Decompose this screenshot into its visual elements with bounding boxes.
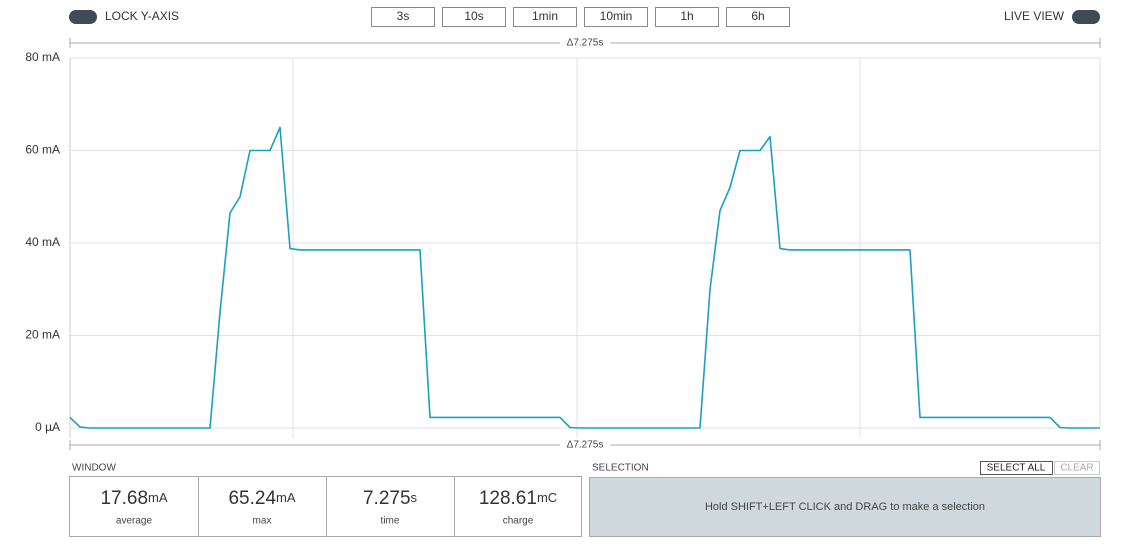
stat-label: max	[253, 516, 272, 527]
live-label: LIVE VIEW	[1004, 9, 1065, 23]
live-toggle[interactable]	[1072, 10, 1100, 24]
range-button[interactable]	[371, 7, 435, 27]
clear-button[interactable]	[1054, 461, 1100, 475]
select-all-button[interactable]	[980, 461, 1053, 475]
range-button[interactable]	[442, 7, 506, 27]
range-button[interactable]	[655, 7, 719, 27]
range-button[interactable]	[584, 7, 648, 27]
range-button-label: 1h	[680, 9, 693, 23]
y-tick-label: 0 µA	[35, 420, 60, 434]
stat-number: 128.61	[479, 488, 537, 509]
stat-unit: s	[411, 490, 418, 505]
stats-box	[69, 476, 582, 537]
lock-label: LOCK Y-AXIS	[105, 9, 179, 23]
selection-area[interactable]	[589, 477, 1101, 537]
stat-value: 17.68mA	[100, 488, 167, 509]
stat-label: charge	[503, 516, 534, 527]
window-title: WINDOW	[72, 463, 116, 474]
y-tick-label: 40 mA	[25, 235, 60, 249]
range-button-label: 6h	[751, 9, 764, 23]
current-line	[69, 126, 1100, 429]
stat-unit: mA	[276, 490, 296, 505]
delta-bg	[560, 36, 610, 50]
stat-number: 17.68	[100, 488, 148, 509]
range-button-label: 10min	[600, 9, 633, 23]
y-tick-label: 20 mA	[25, 328, 60, 342]
range-button-label: 1min	[532, 9, 558, 23]
range-button[interactable]	[513, 7, 577, 27]
stat-value: 65.24mA	[228, 488, 295, 509]
delta-bg	[560, 438, 610, 452]
delta-top: Δ7.275s	[567, 38, 604, 49]
range-button-label: 3s	[397, 9, 410, 23]
y-tick-label: 60 mA	[25, 143, 60, 157]
stat-value: 7.275s	[363, 488, 418, 509]
stat-number: 65.24	[228, 488, 276, 509]
stat-label: time	[381, 516, 400, 527]
stat-unit: mA	[148, 490, 168, 505]
lock-toggle[interactable]	[69, 10, 97, 24]
stat-number: 7.275	[363, 488, 411, 509]
range-button-label: 10s	[464, 9, 483, 23]
stat-value: 128.61mC	[479, 488, 557, 509]
range-button[interactable]	[726, 7, 790, 27]
stat-unit: mC	[537, 490, 557, 505]
delta-bottom: Δ7.275s	[567, 440, 604, 451]
selection-title: SELECTION	[592, 463, 649, 474]
select-all-label: SELECT ALL	[987, 463, 1046, 474]
clear-label: CLEAR	[1060, 463, 1093, 474]
stat-label: average	[116, 516, 153, 527]
y-tick-label: 80 mA	[25, 50, 60, 64]
selection-hint: Hold SHIFT+LEFT CLICK and DRAG to make a…	[705, 501, 985, 513]
